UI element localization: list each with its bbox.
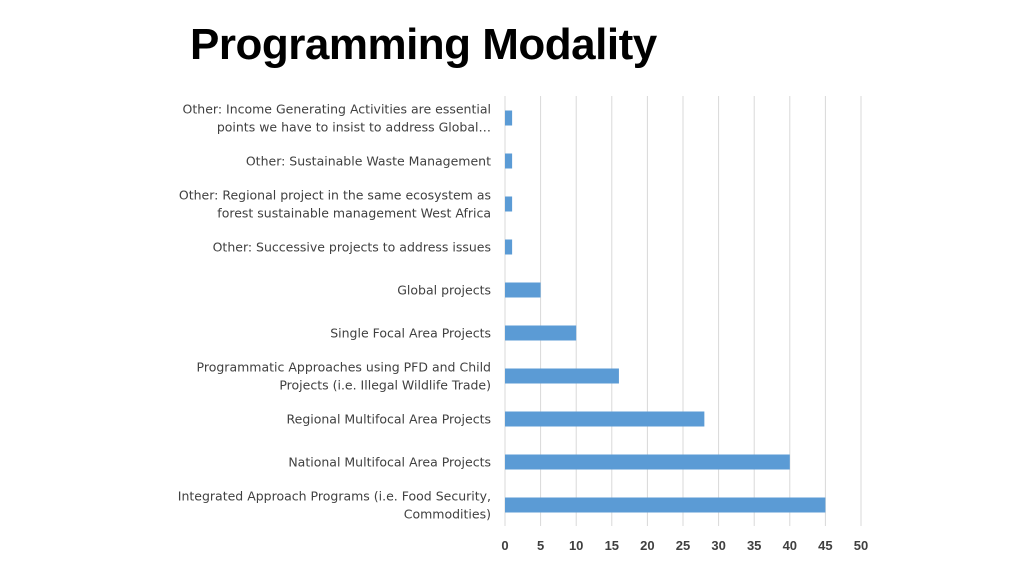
x-tick-label: 0 [501, 538, 508, 553]
category-label: Single Focal Area Projects [330, 326, 491, 341]
bar [505, 454, 790, 470]
x-tick-label: 35 [747, 538, 761, 553]
category-label: National Multifocal Area Projects [288, 455, 491, 470]
slide-title: Programming Modality [190, 20, 657, 69]
bar [505, 153, 513, 169]
bar [505, 411, 705, 427]
bar [505, 196, 513, 212]
x-tick-label: 10 [569, 538, 583, 553]
category-label: Programmatic Approaches using PFD and Ch… [197, 360, 491, 375]
category-label: Other: Successive projects to address is… [213, 240, 491, 255]
category-label: points we have to insist to address Glob… [217, 120, 491, 135]
x-tick-label: 45 [818, 538, 832, 553]
category-label: Regional Multifocal Area Projects [287, 412, 492, 427]
category-label: Other: Sustainable Waste Management [246, 154, 491, 169]
category-label: Integrated Approach Programs (i.e. Food … [178, 489, 491, 504]
bar [505, 239, 513, 255]
x-tick-label: 50 [854, 538, 868, 553]
gridlines [504, 96, 862, 526]
bar [505, 282, 541, 298]
category-label: forest sustainable management West Afric… [217, 206, 491, 221]
bar [505, 110, 513, 126]
category-label: Projects (i.e. Illegal Wildlife Trade) [279, 378, 491, 393]
bar [505, 497, 826, 513]
category-label: Global projects [397, 283, 491, 298]
category-label: Commodities) [404, 507, 491, 522]
x-tick-label: 30 [711, 538, 725, 553]
category-label: Other: Income Generating Activities are … [183, 102, 491, 117]
bar [505, 368, 619, 384]
x-tick-label: 5 [537, 538, 544, 553]
bars [505, 110, 826, 513]
category-label: Other: Regional project in the same ecos… [179, 188, 491, 203]
x-tick-label: 40 [783, 538, 797, 553]
x-tick-label: 25 [676, 538, 690, 553]
x-axis-tick-labels: 0 5 10 15 20 25 30 35 40 45 50 [501, 538, 868, 553]
x-tick-label: 15 [605, 538, 619, 553]
bar [505, 325, 577, 341]
category-labels: Other: Income Generating Activities are … [178, 102, 491, 522]
x-tick-label: 20 [640, 538, 654, 553]
